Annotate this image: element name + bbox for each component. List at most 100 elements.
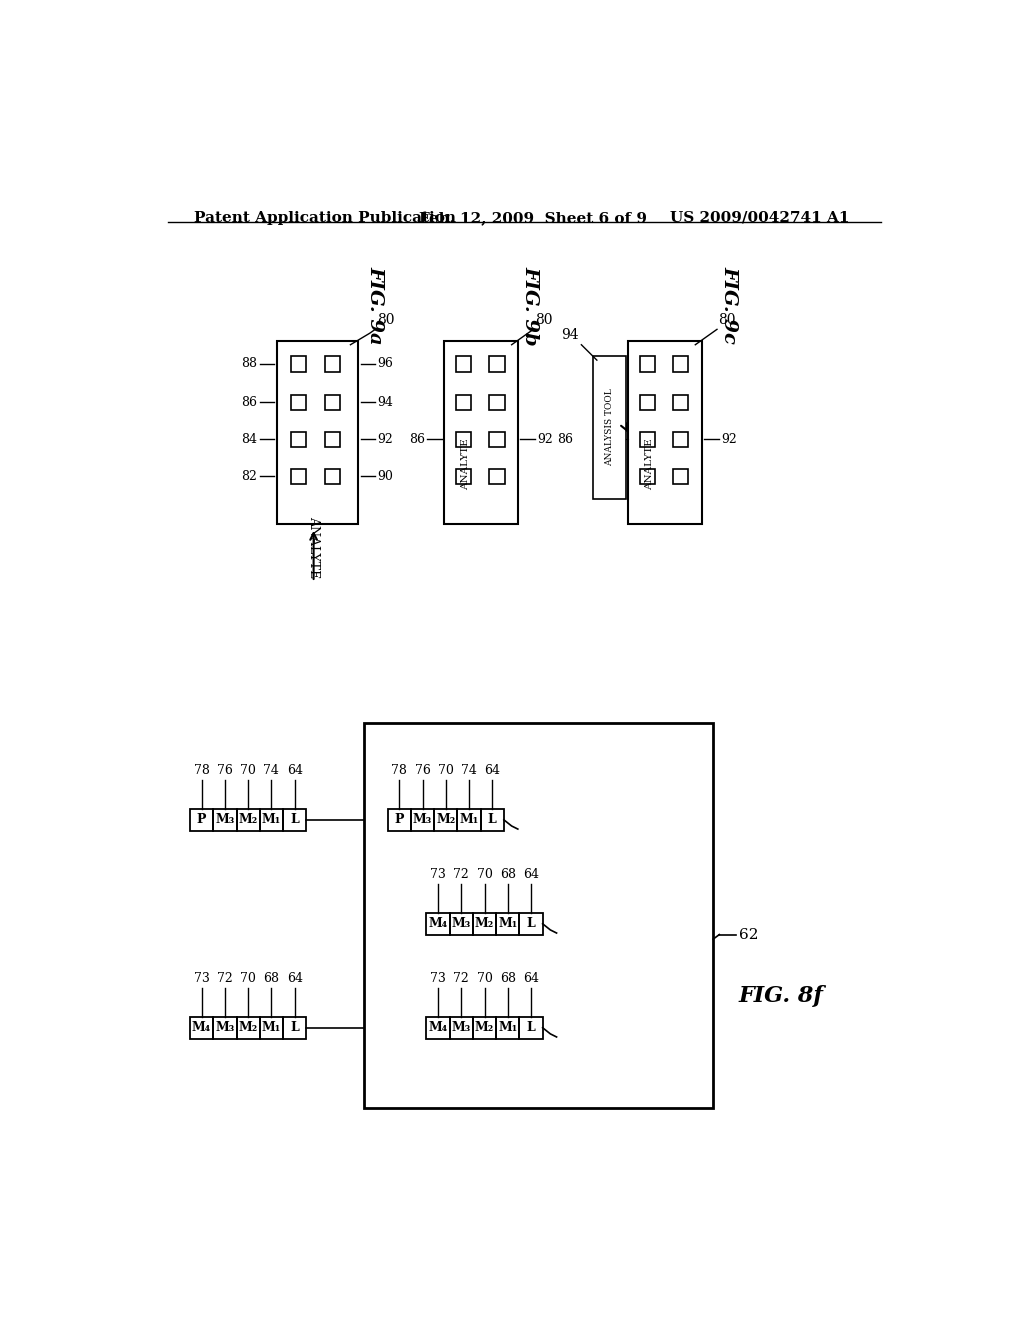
Text: M₂: M₂ xyxy=(436,813,456,826)
Text: 68: 68 xyxy=(500,973,516,985)
Bar xyxy=(489,356,505,372)
Text: FIG. 9c: FIG. 9c xyxy=(721,267,739,345)
Text: P: P xyxy=(394,813,404,826)
Text: 94: 94 xyxy=(378,396,393,409)
Text: US 2009/0042741 A1: US 2009/0042741 A1 xyxy=(671,211,850,224)
Bar xyxy=(426,1016,450,1039)
Text: Feb. 12, 2009  Sheet 6 of 9: Feb. 12, 2009 Sheet 6 of 9 xyxy=(419,211,646,224)
Text: 70: 70 xyxy=(241,764,256,777)
Text: M₄: M₄ xyxy=(428,1022,447,1035)
Bar xyxy=(640,356,655,372)
Text: L: L xyxy=(526,917,536,931)
Bar xyxy=(213,1016,237,1039)
Text: 64: 64 xyxy=(523,869,539,882)
Bar xyxy=(190,809,213,830)
Text: 86: 86 xyxy=(558,433,573,446)
Text: 94: 94 xyxy=(561,329,579,342)
Text: M₁: M₁ xyxy=(262,813,281,826)
Text: 86: 86 xyxy=(242,396,257,409)
Bar xyxy=(640,432,655,447)
Text: P: P xyxy=(197,813,207,826)
Text: M₃: M₃ xyxy=(413,813,432,826)
Text: 76: 76 xyxy=(217,764,232,777)
Text: 68: 68 xyxy=(263,973,280,985)
Text: M₂: M₂ xyxy=(239,813,258,826)
Text: 70: 70 xyxy=(476,869,493,882)
Bar xyxy=(190,1016,213,1039)
Bar xyxy=(496,913,519,935)
Text: 64: 64 xyxy=(484,764,501,777)
Text: 92: 92 xyxy=(538,433,553,446)
Text: 92: 92 xyxy=(721,433,736,446)
Bar xyxy=(480,809,504,830)
Text: 74: 74 xyxy=(263,764,280,777)
Text: 80: 80 xyxy=(719,313,736,327)
Text: FIG. 9a: FIG. 9a xyxy=(367,267,385,345)
Bar xyxy=(593,356,626,499)
Bar xyxy=(276,341,358,524)
Bar xyxy=(291,356,306,372)
Text: 74: 74 xyxy=(461,764,477,777)
Text: M₁: M₁ xyxy=(460,813,478,826)
Bar xyxy=(489,395,505,411)
Text: ANALYTE: ANALYTE xyxy=(462,438,470,490)
Text: 84: 84 xyxy=(242,433,257,446)
Text: M₁: M₁ xyxy=(262,1022,281,1035)
Bar xyxy=(473,1016,496,1039)
Bar xyxy=(456,469,471,484)
Bar xyxy=(640,469,655,484)
Bar xyxy=(640,395,655,411)
Bar xyxy=(237,1016,260,1039)
Bar xyxy=(673,395,688,411)
Text: 73: 73 xyxy=(430,973,445,985)
Text: ANALYTE: ANALYTE xyxy=(645,438,654,490)
Bar xyxy=(388,809,411,830)
Bar xyxy=(473,913,496,935)
Text: M₃: M₃ xyxy=(215,813,234,826)
Text: M₂: M₂ xyxy=(475,917,495,931)
Bar xyxy=(458,809,480,830)
Text: Patent Application Publication: Patent Application Publication xyxy=(194,211,456,224)
Text: 90: 90 xyxy=(378,470,393,483)
Bar xyxy=(325,395,340,411)
Bar xyxy=(489,432,505,447)
Text: 64: 64 xyxy=(523,973,539,985)
Bar xyxy=(434,809,458,830)
Text: L: L xyxy=(526,1022,536,1035)
Text: 70: 70 xyxy=(438,764,454,777)
Text: 73: 73 xyxy=(430,869,445,882)
Text: ANALYSIS TOOL: ANALYSIS TOOL xyxy=(605,388,613,466)
Bar xyxy=(628,341,701,524)
Text: 86: 86 xyxy=(409,433,425,446)
Text: 72: 72 xyxy=(454,973,469,985)
Bar xyxy=(519,1016,543,1039)
Text: 72: 72 xyxy=(454,869,469,882)
Bar xyxy=(489,469,505,484)
Bar xyxy=(411,809,434,830)
Bar xyxy=(519,913,543,935)
Text: 88: 88 xyxy=(242,358,257,371)
Bar xyxy=(283,1016,306,1039)
Bar xyxy=(365,723,713,1107)
Text: 78: 78 xyxy=(194,764,210,777)
Bar xyxy=(260,809,283,830)
Bar xyxy=(325,469,340,484)
Text: 64: 64 xyxy=(287,764,303,777)
Text: 70: 70 xyxy=(476,973,493,985)
Text: 64: 64 xyxy=(287,973,303,985)
Text: 76: 76 xyxy=(415,764,430,777)
Bar xyxy=(260,1016,283,1039)
Text: M₂: M₂ xyxy=(239,1022,258,1035)
Text: M₃: M₃ xyxy=(452,1022,471,1035)
Text: 96: 96 xyxy=(378,358,393,371)
Text: 82: 82 xyxy=(242,470,257,483)
Text: L: L xyxy=(487,813,497,826)
Bar xyxy=(456,432,471,447)
Text: M₃: M₃ xyxy=(215,1022,234,1035)
Bar xyxy=(325,356,340,372)
Text: M₄: M₄ xyxy=(428,917,447,931)
Bar xyxy=(283,809,306,830)
Text: L: L xyxy=(290,813,299,826)
Text: M₂: M₂ xyxy=(475,1022,495,1035)
Text: 78: 78 xyxy=(391,764,408,777)
